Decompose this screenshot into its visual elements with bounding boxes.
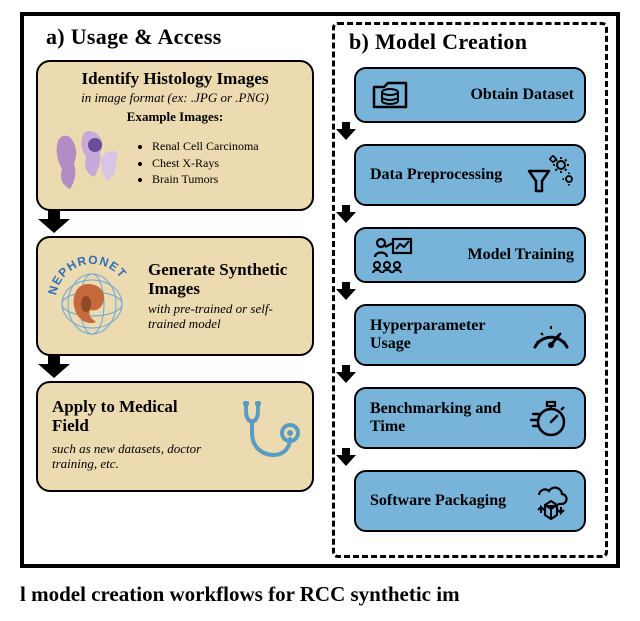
gauge-icon bbox=[528, 315, 574, 355]
funnel-gears-icon bbox=[524, 155, 574, 195]
stethoscope-icon bbox=[228, 397, 302, 471]
step-label: Model Training bbox=[467, 246, 574, 264]
identify-histology-card: Identify Histology Images in image forma… bbox=[36, 60, 314, 211]
card-title: Apply to Medical Field bbox=[52, 397, 218, 435]
card-title: Generate Synthetic Images bbox=[148, 260, 304, 298]
examples-row: Renal Cell Carcinoma Chest X-Rays Brain … bbox=[48, 127, 302, 199]
generate-text: Generate Synthetic Images with pre-train… bbox=[148, 260, 304, 332]
step-label: Obtain Dataset bbox=[470, 86, 574, 104]
list-item: Chest X-Rays bbox=[152, 155, 259, 171]
figure-caption-fragment: l model creation workflows for RCC synth… bbox=[20, 576, 620, 607]
arrow-down-icon bbox=[335, 205, 357, 223]
card-title: Identify Histology Images bbox=[48, 70, 302, 89]
histology-tissue-icon bbox=[48, 127, 126, 199]
generate-row: NEPHRONET Generate Synthetic Images with… bbox=[44, 248, 304, 344]
database-folder-icon bbox=[370, 75, 410, 115]
step-label: Software Packaging bbox=[370, 492, 506, 510]
arrow-down-icon bbox=[335, 365, 357, 383]
model-creation-column: b) Model Creation Obtain Dataset Data Pr… bbox=[332, 22, 608, 558]
apply-row: Apply to Medical Field such as new datas… bbox=[52, 397, 302, 472]
usage-access-column: a) Usage & Access Identify Histology Ima… bbox=[36, 22, 314, 492]
apply-medical-card: Apply to Medical Field such as new datas… bbox=[36, 381, 314, 492]
col-a-heading: a) Usage & Access bbox=[46, 24, 314, 50]
step-label: Benchmarking and Time bbox=[370, 400, 520, 436]
arrow-down-icon bbox=[36, 354, 72, 378]
package-cloud-icon bbox=[528, 481, 574, 521]
card-subtitle: with pre-trained or self-trained model bbox=[148, 302, 304, 332]
generate-synthetic-card: NEPHRONET Generate Synthetic Images with… bbox=[36, 236, 314, 356]
apply-text: Apply to Medical Field such as new datas… bbox=[52, 397, 218, 472]
arrow-down-icon bbox=[335, 122, 357, 140]
stopwatch-icon bbox=[528, 398, 574, 438]
diagram-frame: a) Usage & Access Identify Histology Ima… bbox=[20, 12, 620, 568]
training-board-icon bbox=[370, 235, 416, 275]
arrow-down-icon bbox=[36, 209, 72, 233]
list-item: Brain Tumors bbox=[152, 171, 259, 187]
data-preprocessing-step: Data Preprocessing bbox=[354, 144, 586, 206]
model-training-step: Model Training bbox=[354, 227, 586, 283]
examples-label: Example Images: bbox=[48, 109, 302, 125]
hyperparameter-step: Hyperparameter Usage bbox=[354, 304, 586, 366]
step-label: Hyperparameter Usage bbox=[370, 317, 520, 353]
benchmarking-step: Benchmarking and Time bbox=[354, 387, 586, 449]
examples-list: Renal Cell Carcinoma Chest X-Rays Brain … bbox=[152, 138, 259, 187]
software-packaging-step: Software Packaging bbox=[354, 470, 586, 532]
list-item: Renal Cell Carcinoma bbox=[152, 138, 259, 154]
card-subtitle: in image format (ex: .JPG or .PNG) bbox=[48, 90, 302, 106]
nephronet-badge-icon: NEPHRONET bbox=[44, 248, 140, 344]
arrow-down-icon bbox=[335, 282, 357, 300]
card-subtitle: such as new datasets, doctor training, e… bbox=[52, 441, 218, 472]
obtain-dataset-step: Obtain Dataset bbox=[354, 67, 586, 123]
step-label: Data Preprocessing bbox=[370, 166, 502, 184]
arrow-down-icon bbox=[335, 448, 357, 466]
col-b-heading: b) Model Creation bbox=[349, 29, 605, 55]
